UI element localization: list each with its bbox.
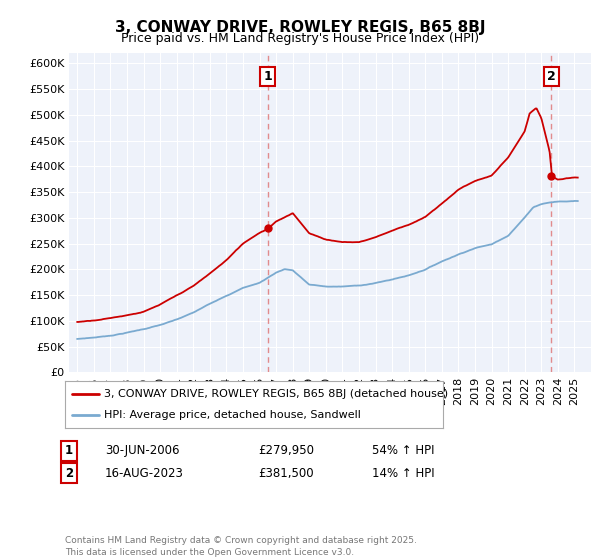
Text: £279,950: £279,950 <box>258 444 314 458</box>
Text: 1: 1 <box>65 444 73 458</box>
Text: 54% ↑ HPI: 54% ↑ HPI <box>372 444 434 458</box>
Text: 1: 1 <box>263 70 272 83</box>
Text: 2: 2 <box>547 70 556 83</box>
Text: 16-AUG-2023: 16-AUG-2023 <box>105 466 184 480</box>
Text: Contains HM Land Registry data © Crown copyright and database right 2025.
This d: Contains HM Land Registry data © Crown c… <box>65 536 416 557</box>
Text: 14% ↑ HPI: 14% ↑ HPI <box>372 466 434 480</box>
Text: 2: 2 <box>65 466 73 480</box>
Text: 3, CONWAY DRIVE, ROWLEY REGIS, B65 8BJ (detached house): 3, CONWAY DRIVE, ROWLEY REGIS, B65 8BJ (… <box>104 389 449 399</box>
Text: HPI: Average price, detached house, Sandwell: HPI: Average price, detached house, Sand… <box>104 410 361 420</box>
Text: 30-JUN-2006: 30-JUN-2006 <box>105 444 179 458</box>
Text: Price paid vs. HM Land Registry's House Price Index (HPI): Price paid vs. HM Land Registry's House … <box>121 32 479 45</box>
Text: £381,500: £381,500 <box>258 466 314 480</box>
Text: 3, CONWAY DRIVE, ROWLEY REGIS, B65 8BJ: 3, CONWAY DRIVE, ROWLEY REGIS, B65 8BJ <box>115 20 485 35</box>
